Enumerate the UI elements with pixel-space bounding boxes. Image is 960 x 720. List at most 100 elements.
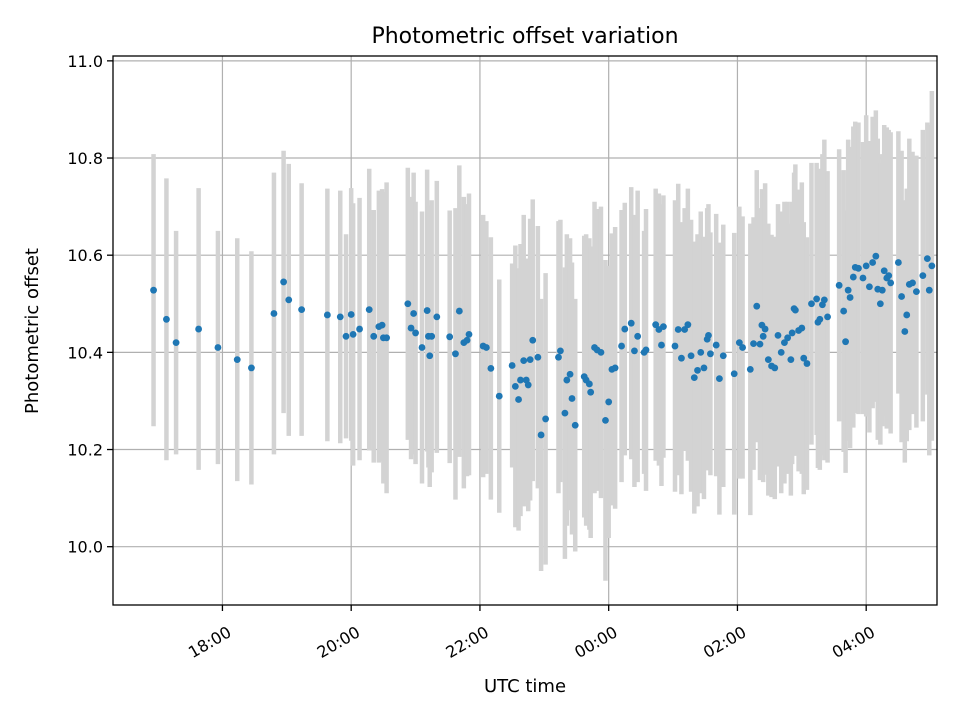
data-point <box>678 354 685 362</box>
data-point <box>426 352 434 360</box>
data-point <box>869 259 877 266</box>
data-point <box>674 326 682 333</box>
data-point <box>872 252 880 260</box>
data-point <box>730 370 738 378</box>
chart-title: Photometric offset variation <box>371 24 678 49</box>
data-point <box>761 325 769 333</box>
data-point <box>842 338 849 346</box>
data-point <box>681 326 689 333</box>
data-point <box>631 347 638 355</box>
data-point <box>511 382 519 390</box>
data-point <box>690 374 698 382</box>
data-point <box>813 295 821 303</box>
data-point <box>791 306 799 314</box>
data-point <box>495 392 503 400</box>
data-point <box>880 267 888 275</box>
data-point <box>323 311 331 319</box>
data-point <box>356 325 363 333</box>
data-point <box>370 332 378 340</box>
data-point <box>529 336 537 344</box>
data-point <box>844 286 852 294</box>
data-point <box>658 341 665 349</box>
data-point <box>652 321 660 329</box>
data-point <box>534 353 542 361</box>
data-point <box>909 279 916 287</box>
data-point <box>887 279 895 287</box>
data-point <box>378 321 386 329</box>
data-point <box>214 344 222 351</box>
data-point <box>719 352 727 360</box>
data-point <box>526 356 534 364</box>
data-point <box>336 313 344 321</box>
data-point <box>735 339 743 347</box>
data-point <box>621 325 629 333</box>
data-point <box>172 339 180 347</box>
data-point <box>611 364 619 372</box>
data-point <box>824 313 831 321</box>
data-point <box>750 340 757 348</box>
data-point <box>455 307 463 315</box>
data-point <box>407 324 415 332</box>
data-point <box>365 306 373 314</box>
data-point <box>423 307 431 314</box>
data-point <box>568 395 576 402</box>
data-point <box>697 348 705 356</box>
data-point <box>798 324 806 332</box>
data-point <box>660 323 667 331</box>
data-point <box>746 365 754 373</box>
data-point <box>195 325 203 333</box>
data-point <box>248 364 255 372</box>
data-point <box>787 356 795 364</box>
data-point <box>716 375 723 382</box>
data-point <box>542 415 549 423</box>
y-axis-ticks: 10.0 10.2 10.4 10.6 10.8 11.0 <box>67 52 113 557</box>
data-point <box>566 370 574 378</box>
data-point <box>404 300 412 308</box>
data-point <box>901 328 909 335</box>
data-point <box>866 283 873 291</box>
data-point <box>894 259 902 266</box>
data-point <box>487 364 495 372</box>
data-point <box>705 331 712 339</box>
data-point <box>913 288 920 296</box>
data-point <box>561 409 569 417</box>
data-point <box>342 332 350 340</box>
data-point <box>687 352 695 360</box>
data-point <box>428 332 436 340</box>
data-point <box>383 334 390 342</box>
data-point <box>808 300 815 308</box>
data-point <box>452 350 459 358</box>
data-point <box>846 294 854 301</box>
data-point <box>150 286 157 294</box>
data-point <box>771 364 779 372</box>
data-point <box>800 354 808 362</box>
data-point <box>712 341 720 349</box>
data-point <box>923 255 931 262</box>
data-point <box>885 272 893 279</box>
data-point <box>233 356 241 364</box>
data-point <box>571 421 579 429</box>
data-point <box>759 332 767 340</box>
data-point <box>585 380 593 388</box>
data-point <box>627 319 635 327</box>
data-point <box>410 310 418 317</box>
data-point <box>774 331 782 339</box>
data-point <box>433 313 441 321</box>
data-point <box>605 398 613 406</box>
data-point <box>602 416 609 424</box>
data-point <box>849 273 857 281</box>
data-point <box>412 329 419 337</box>
data-point <box>298 306 306 314</box>
data-point <box>840 307 848 315</box>
data-point <box>280 278 287 286</box>
data-point <box>537 431 545 439</box>
data-point <box>739 344 746 351</box>
data-point <box>835 281 843 289</box>
data-point <box>517 376 524 384</box>
y-tick-label: 10.2 <box>67 441 103 460</box>
data-point <box>855 264 862 272</box>
y-tick-label: 10.0 <box>67 538 103 557</box>
data-point <box>684 321 692 329</box>
data-point <box>925 286 933 294</box>
